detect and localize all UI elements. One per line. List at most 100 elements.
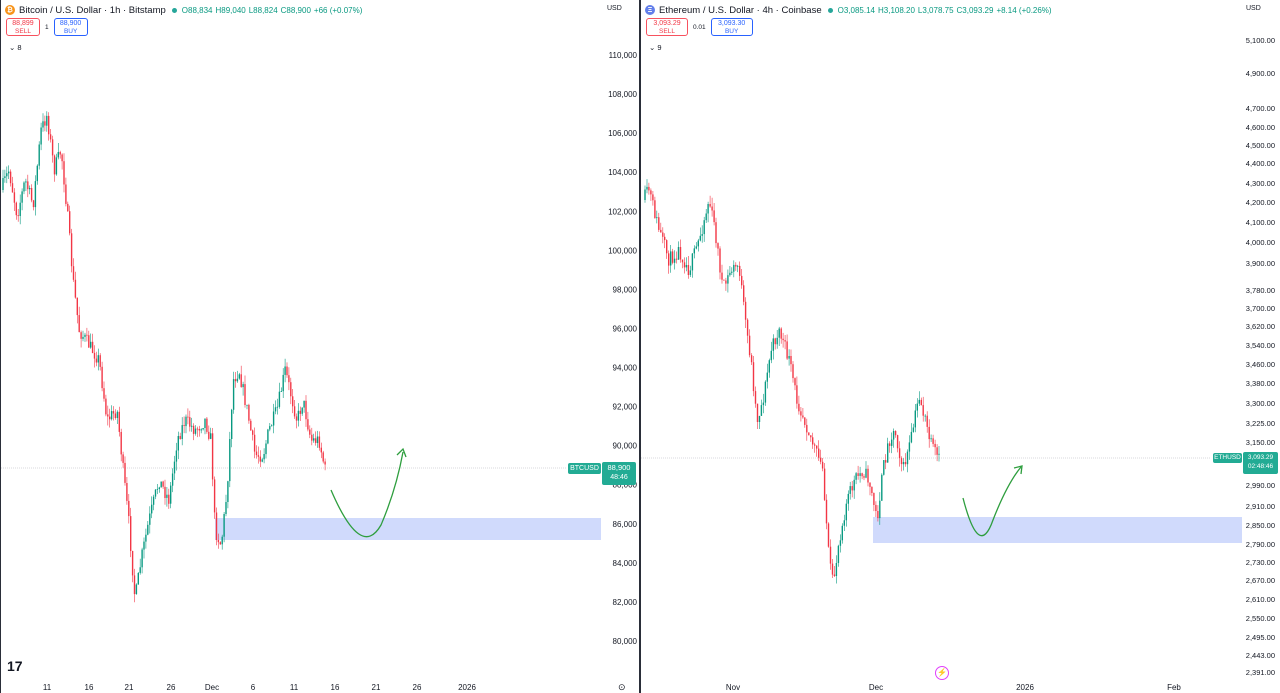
- candle-body: [681, 259, 684, 263]
- candle-body: [918, 399, 920, 404]
- x-axis-tick: Dec: [869, 683, 883, 692]
- lightning-icon[interactable]: ⚡: [935, 666, 949, 680]
- y-axis-tick: 2,990.00: [1246, 481, 1275, 490]
- y-axis-tick: 110,000: [609, 51, 638, 60]
- candle-body: [53, 155, 56, 175]
- y-axis-tick: 100,000: [608, 246, 637, 255]
- candle-body: [44, 121, 46, 126]
- candle-body: [40, 127, 42, 145]
- btc-indicators-toggle[interactable]: ⌄ 8: [9, 43, 22, 52]
- candle-body: [11, 183, 14, 193]
- ethereum-icon: Ξ: [645, 5, 655, 15]
- candle-body: [727, 275, 729, 284]
- y-axis-tick: 2,610.00: [1246, 595, 1275, 604]
- x-axis-tick: 2026: [458, 683, 476, 692]
- eth-chart-canvas[interactable]: 5,100.00 4,900.00 4,700.00 4,600.00 4,500.00…: [641, 0, 1280, 693]
- candle-body: [30, 188, 33, 201]
- y-axis-tick: 82,000: [613, 598, 638, 607]
- candle-body: [920, 399, 922, 406]
- eth-symbol-title[interactable]: Ethereum / U.S. Dollar · 4h · Coinbase: [659, 4, 822, 16]
- btc-symbol-title[interactable]: Bitcoin / U.S. Dollar · 1h · Bitstamp: [19, 4, 166, 16]
- eth-chart-pane[interactable]: 5,100.00 4,900.00 4,700.00 4,600.00 4,500.00…: [641, 0, 1280, 693]
- candle-body: [656, 217, 658, 219]
- candle-body: [278, 391, 281, 407]
- candle-body: [646, 186, 648, 190]
- x-axis-tick: 26: [413, 683, 422, 692]
- btc-ohlc: O88,834 H89,040 L88,824 C88,900 +66 (+0.07%): [181, 5, 363, 15]
- candle-body: [78, 315, 80, 333]
- candle-body: [116, 411, 119, 418]
- candle-body: [295, 416, 298, 421]
- candle-body: [225, 502, 227, 514]
- candle-body: [253, 434, 256, 452]
- eth-indicators-toggle[interactable]: ⌄ 9: [649, 43, 662, 52]
- y-axis-tick: 3,380.00: [1246, 379, 1275, 388]
- candle-body: [301, 407, 303, 414]
- btc-currency-label[interactable]: USD: [607, 5, 622, 12]
- candle-body: [660, 229, 662, 233]
- candle-body: [99, 355, 101, 367]
- candle-body: [36, 165, 38, 182]
- x-axis-tick: 16: [85, 683, 94, 692]
- candle-body: [261, 459, 263, 462]
- y-axis-tick: 2,850.00: [1246, 521, 1275, 530]
- candle-body: [670, 251, 672, 266]
- candle-body: [677, 247, 680, 260]
- eth-sell-button[interactable]: 3,093.29 SELL: [646, 18, 688, 36]
- candle-body: [4, 176, 6, 178]
- eth-currency-label[interactable]: USD: [1246, 5, 1261, 12]
- btc-buy-button[interactable]: 88,900 BUY: [53, 18, 88, 36]
- y-axis-tick: 2,730.00: [1246, 558, 1275, 567]
- candle-body: [139, 567, 141, 573]
- candle-body: [713, 210, 715, 223]
- y-axis-tick: 3,780.00: [1246, 286, 1275, 295]
- candle-body: [879, 500, 881, 519]
- chevron-down-icon: ⌄: [9, 43, 16, 52]
- candle-body: [120, 432, 122, 455]
- candle-body: [827, 523, 830, 547]
- candle-body: [863, 476, 865, 478]
- candle-body: [305, 400, 307, 420]
- candle-body: [6, 173, 8, 177]
- candle-body: [934, 443, 936, 448]
- candle-body: [143, 541, 145, 550]
- candle-body: [679, 247, 682, 260]
- candle-body: [754, 391, 757, 404]
- candle-body: [276, 406, 279, 408]
- candle-body: [80, 332, 82, 339]
- candle-body: [693, 248, 695, 254]
- candle-body: [288, 375, 290, 383]
- candle-body: [741, 275, 743, 286]
- y-axis-tick: 3,900.00: [1246, 259, 1275, 268]
- btc-chart-pane[interactable]: 110,000 108,000 106,000 104,000 102,000 100,0…: [0, 0, 640, 693]
- pane-divider[interactable]: [639, 0, 641, 693]
- candle-body: [181, 425, 183, 439]
- candle-body: [936, 447, 938, 455]
- y-axis-tick: 2,495.00: [1246, 633, 1275, 642]
- btc-legend: ₿ Bitcoin / U.S. Dollar · 1h · Bitstamp …: [5, 3, 362, 17]
- candle-body: [25, 181, 27, 183]
- candle-body: [883, 460, 885, 475]
- candle-body: [114, 413, 117, 418]
- projection-arrow: [962, 466, 1022, 537]
- candle-body: [845, 503, 847, 521]
- bitcoin-icon: ₿: [5, 5, 15, 15]
- eth-buy-button[interactable]: 3,093.30 BUY: [710, 18, 753, 36]
- y-axis-tick: 4,700.00: [1246, 104, 1275, 113]
- candle-body: [187, 416, 189, 418]
- btc-sell-button[interactable]: 88,899 SELL: [6, 18, 40, 36]
- candle-body: [772, 338, 774, 351]
- candle-body: [297, 410, 300, 421]
- candle-body: [27, 181, 29, 190]
- projection-arrowhead: [1013, 465, 1023, 475]
- tradingview-logo[interactable]: 17: [7, 658, 23, 674]
- candle-body: [322, 452, 324, 462]
- settings-icon[interactable]: ⊙: [618, 682, 626, 692]
- candle-body: [95, 358, 98, 363]
- candle-body: [703, 220, 705, 235]
- candle-body: [128, 500, 130, 517]
- btc-chart-canvas[interactable]: 110,000 108,000 106,000 104,000 102,000 100,0…: [1, 0, 640, 693]
- candle-body: [183, 425, 185, 426]
- candle-body: [227, 481, 229, 502]
- y-axis-tick: 94,000: [613, 364, 638, 373]
